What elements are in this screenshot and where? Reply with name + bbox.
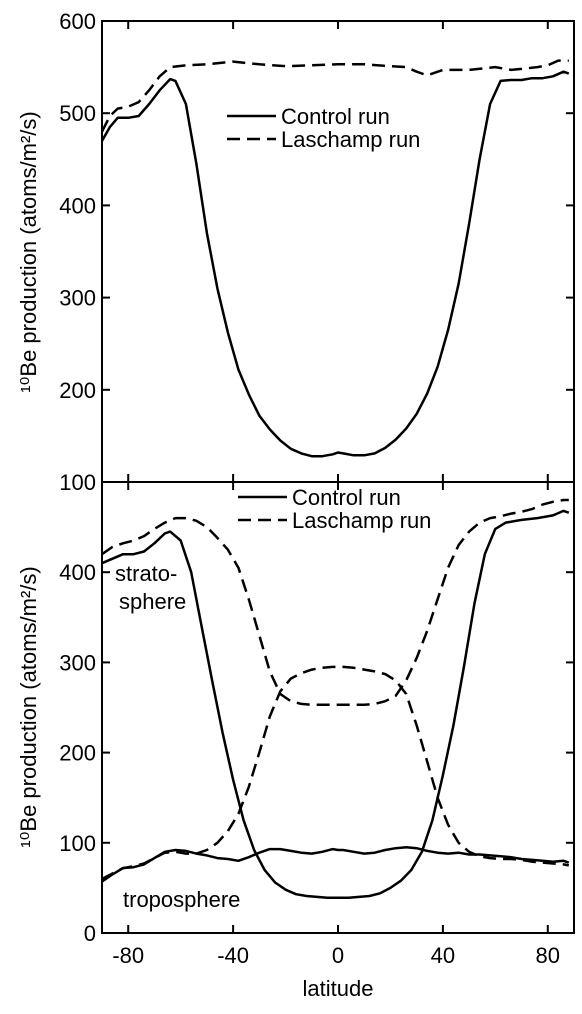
bottom-series-control-line-2 bbox=[101, 846, 570, 883]
bottom-ytick-label: 200 bbox=[59, 741, 96, 766]
bottom-plot-frame bbox=[101, 481, 575, 934]
bottom-xtick-label: 40 bbox=[431, 943, 455, 968]
bottom-ylabel: ¹⁰Be production (atoms/m²/s) bbox=[16, 566, 41, 847]
top-series-control-line-0 bbox=[100, 70, 570, 458]
top-ylabel: ¹⁰Be production (atoms/m²/s) bbox=[16, 111, 41, 392]
top-plot-frame bbox=[101, 20, 575, 483]
bottom-ytick-label: 400 bbox=[59, 560, 96, 585]
bottom-legend-label-laschamp: Laschamp run bbox=[292, 508, 431, 533]
top-ytick-label: 500 bbox=[59, 101, 96, 126]
bottom-legend: Control run Laschamp run bbox=[238, 485, 431, 533]
bottom-ytick-label: 100 bbox=[59, 831, 96, 856]
annotation-strato: strato- bbox=[115, 561, 177, 586]
annotation-sphere: sphere bbox=[119, 589, 186, 614]
bottom-y-axis: 0 100 200 300 400 bbox=[59, 560, 574, 946]
top-series-laschamp-line-1 bbox=[100, 59, 569, 133]
bottom-ytick-label: 300 bbox=[59, 650, 96, 675]
top-ytick-label: 400 bbox=[59, 193, 96, 218]
top-legend: Control run Laschamp run bbox=[227, 104, 420, 152]
annotation-troposphere: troposphere bbox=[123, 887, 240, 912]
top-legend-label-laschamp: Laschamp run bbox=[281, 127, 420, 152]
top-legend-label-control: Control run bbox=[281, 104, 390, 129]
panel-top: 100 200 300 400 500 600 ¹⁰Be production (atom… bbox=[16, 9, 575, 495]
top-ytick-label: 200 bbox=[59, 378, 96, 403]
bottom-x-axis: -80 -40 0 40 80 bbox=[112, 482, 560, 968]
top-ytick-label: 600 bbox=[59, 9, 96, 34]
top-ytick-label: 100 bbox=[59, 470, 96, 495]
bottom-xtick-label: 80 bbox=[536, 943, 560, 968]
bottom-legend-label-control: Control run bbox=[292, 485, 401, 510]
bottom-series-control-line-0 bbox=[101, 509, 570, 900]
top-series-group bbox=[100, 59, 570, 458]
bottom-xtick-label: -80 bbox=[112, 943, 144, 968]
bottom-xtick-label: -40 bbox=[217, 943, 249, 968]
bottom-series-group bbox=[101, 498, 570, 900]
bottom-xlabel: latitude bbox=[303, 976, 374, 1001]
bottom-ytick-label: 0 bbox=[84, 921, 96, 946]
panel-bottom: 0 100 200 300 400 -80 -40 0 40 80 ¹⁰Be productio… bbox=[16, 481, 575, 1001]
bottom-series-laschamp-line-1 bbox=[101, 498, 569, 707]
bottom-xtick-label: 0 bbox=[332, 943, 344, 968]
bottom-series-laschamp-line-3 bbox=[101, 665, 570, 881]
top-y-axis: 100 200 300 400 500 600 bbox=[59, 9, 574, 495]
top-ytick-label: 300 bbox=[59, 286, 96, 311]
